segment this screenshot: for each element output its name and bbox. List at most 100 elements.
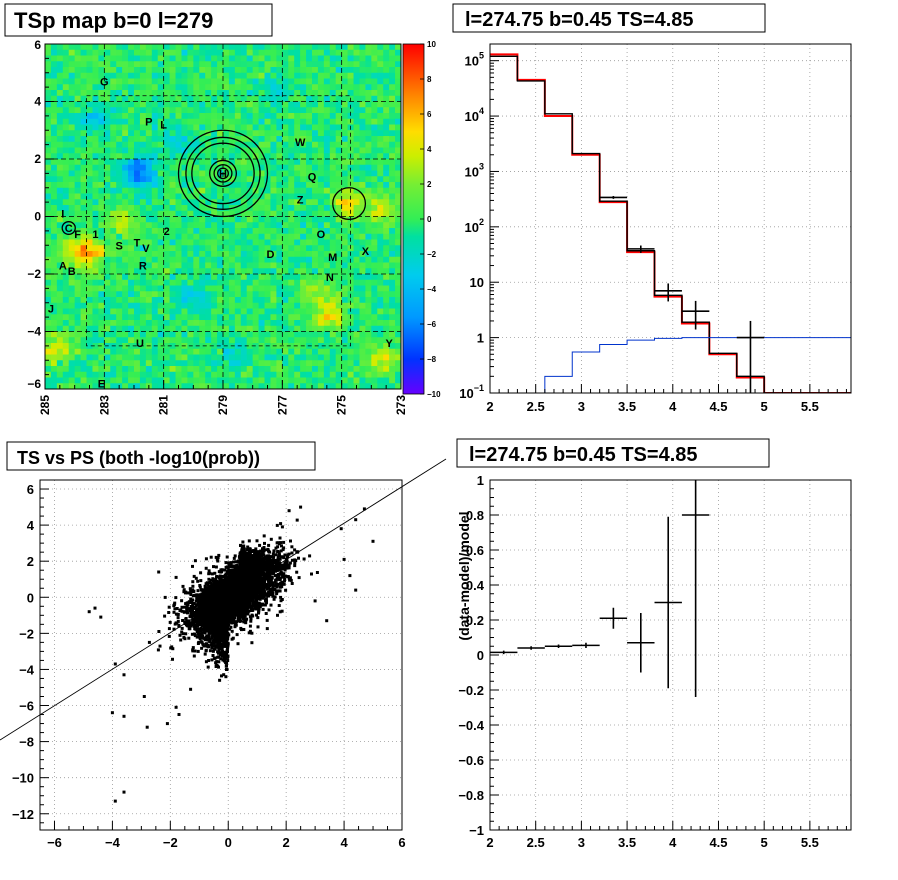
heatmap-cell	[259, 355, 266, 361]
heatmap-cell	[187, 50, 194, 56]
y-tick-label: 104	[465, 106, 484, 124]
heatmap-cell	[270, 119, 277, 125]
heatmap-cell	[241, 102, 248, 108]
heatmap-cell	[146, 67, 153, 73]
heatmap-cell	[92, 366, 99, 372]
heatmap-cell	[300, 102, 307, 108]
heatmap-cell	[122, 176, 129, 182]
heatmap-cell	[51, 286, 58, 292]
heatmap-cell	[69, 194, 76, 200]
heatmap-cell	[282, 165, 289, 171]
heatmap-cell	[318, 355, 325, 361]
heatmap-cell	[229, 107, 236, 113]
heatmap-cell	[199, 234, 206, 240]
heatmap-cell	[57, 240, 64, 246]
heatmap-cell	[69, 303, 76, 309]
heatmap-cell	[377, 84, 384, 90]
heatmap-cell	[92, 73, 99, 79]
heatmap-cell	[288, 56, 295, 62]
heatmap-cell	[164, 251, 171, 257]
heatmap-cell	[324, 142, 331, 148]
heatmap-cell	[69, 332, 76, 338]
heatmap-cell	[51, 194, 58, 200]
heatmap-cell	[223, 291, 230, 297]
heatmap-cell	[223, 84, 230, 90]
heatmap-cell	[371, 73, 378, 79]
heatmap-cell	[371, 309, 378, 315]
heatmap-cell	[134, 286, 141, 292]
heatmap-cell	[300, 228, 307, 234]
heatmap-cell	[354, 360, 361, 366]
heatmap-cell	[377, 171, 384, 177]
heatmap-cell	[265, 188, 272, 194]
heatmap-cell	[259, 73, 266, 79]
heatmap-cell	[193, 291, 200, 297]
heatmap-cell	[110, 314, 117, 320]
heatmap-cell	[306, 234, 313, 240]
heatmap-cell	[57, 125, 64, 131]
source-label: G	[100, 76, 109, 88]
heatmap-cell	[104, 303, 111, 309]
y-tick-label: 105	[465, 51, 484, 69]
heatmap-cell	[146, 360, 153, 366]
heatmap-cell	[140, 372, 147, 378]
heatmap-cell	[75, 130, 82, 136]
heatmap-cell	[342, 337, 349, 343]
heatmap-cell	[205, 113, 212, 119]
heatmap-cell	[270, 182, 277, 188]
heatmap-cell	[288, 378, 295, 384]
heatmap-cell	[45, 337, 52, 343]
heatmap-cell	[75, 257, 82, 263]
heatmap-cell	[164, 113, 171, 119]
heatmap-cell	[92, 337, 99, 343]
heatmap-cell	[235, 125, 242, 131]
heatmap-cell	[51, 234, 58, 240]
heatmap-cell	[365, 67, 372, 73]
heatmap-cell	[205, 372, 212, 378]
heatmap-cell	[348, 372, 355, 378]
y-tick-exp: 2	[479, 217, 484, 227]
heatmap-cell	[57, 286, 64, 292]
heatmap-cell	[342, 171, 349, 177]
heatmap-cell	[342, 245, 349, 251]
heatmap-cell	[199, 217, 206, 223]
heatmap-cell	[116, 56, 123, 62]
heatmap-cell	[288, 263, 295, 269]
heatmap-cell	[241, 372, 248, 378]
heatmap-cell	[199, 61, 206, 67]
heatmap-cell	[104, 280, 111, 286]
heatmap-cell	[359, 263, 366, 269]
heatmap-cell	[45, 320, 52, 326]
heatmap-cell	[270, 142, 277, 148]
heatmap-cell	[288, 222, 295, 228]
heatmap-cell	[146, 130, 153, 136]
heatmap-cell	[51, 199, 58, 205]
heatmap-cell	[140, 314, 147, 320]
heatmap-cell	[377, 61, 384, 67]
heatmap-cell	[122, 263, 129, 269]
heatmap-cell	[63, 130, 70, 136]
heatmap-cell	[92, 136, 99, 142]
heatmap-cell	[235, 297, 242, 303]
heatmap-cell	[128, 314, 135, 320]
heatmap-cell	[359, 119, 366, 125]
heatmap-cell	[181, 73, 188, 79]
y-tick-label: 2	[34, 152, 41, 166]
heatmap-cell	[63, 309, 70, 315]
heatmap-cell	[146, 332, 153, 338]
heatmap-cell	[110, 320, 117, 326]
heatmap-cell	[318, 188, 325, 194]
heatmap-cell	[146, 73, 153, 79]
heatmap-cell	[342, 119, 349, 125]
heatmap-cell	[51, 102, 58, 108]
heatmap-cell	[235, 366, 242, 372]
heatmap-cell	[389, 257, 396, 263]
heatmap-cell	[259, 337, 266, 343]
heatmap-cell	[81, 90, 88, 96]
heatmap-cell	[247, 176, 254, 182]
heatmap-cell	[371, 159, 378, 165]
heatmap-cell	[235, 182, 242, 188]
heatmap-cell	[164, 136, 171, 142]
heatmap-cell	[134, 297, 141, 303]
heatmap-cell	[116, 257, 123, 263]
